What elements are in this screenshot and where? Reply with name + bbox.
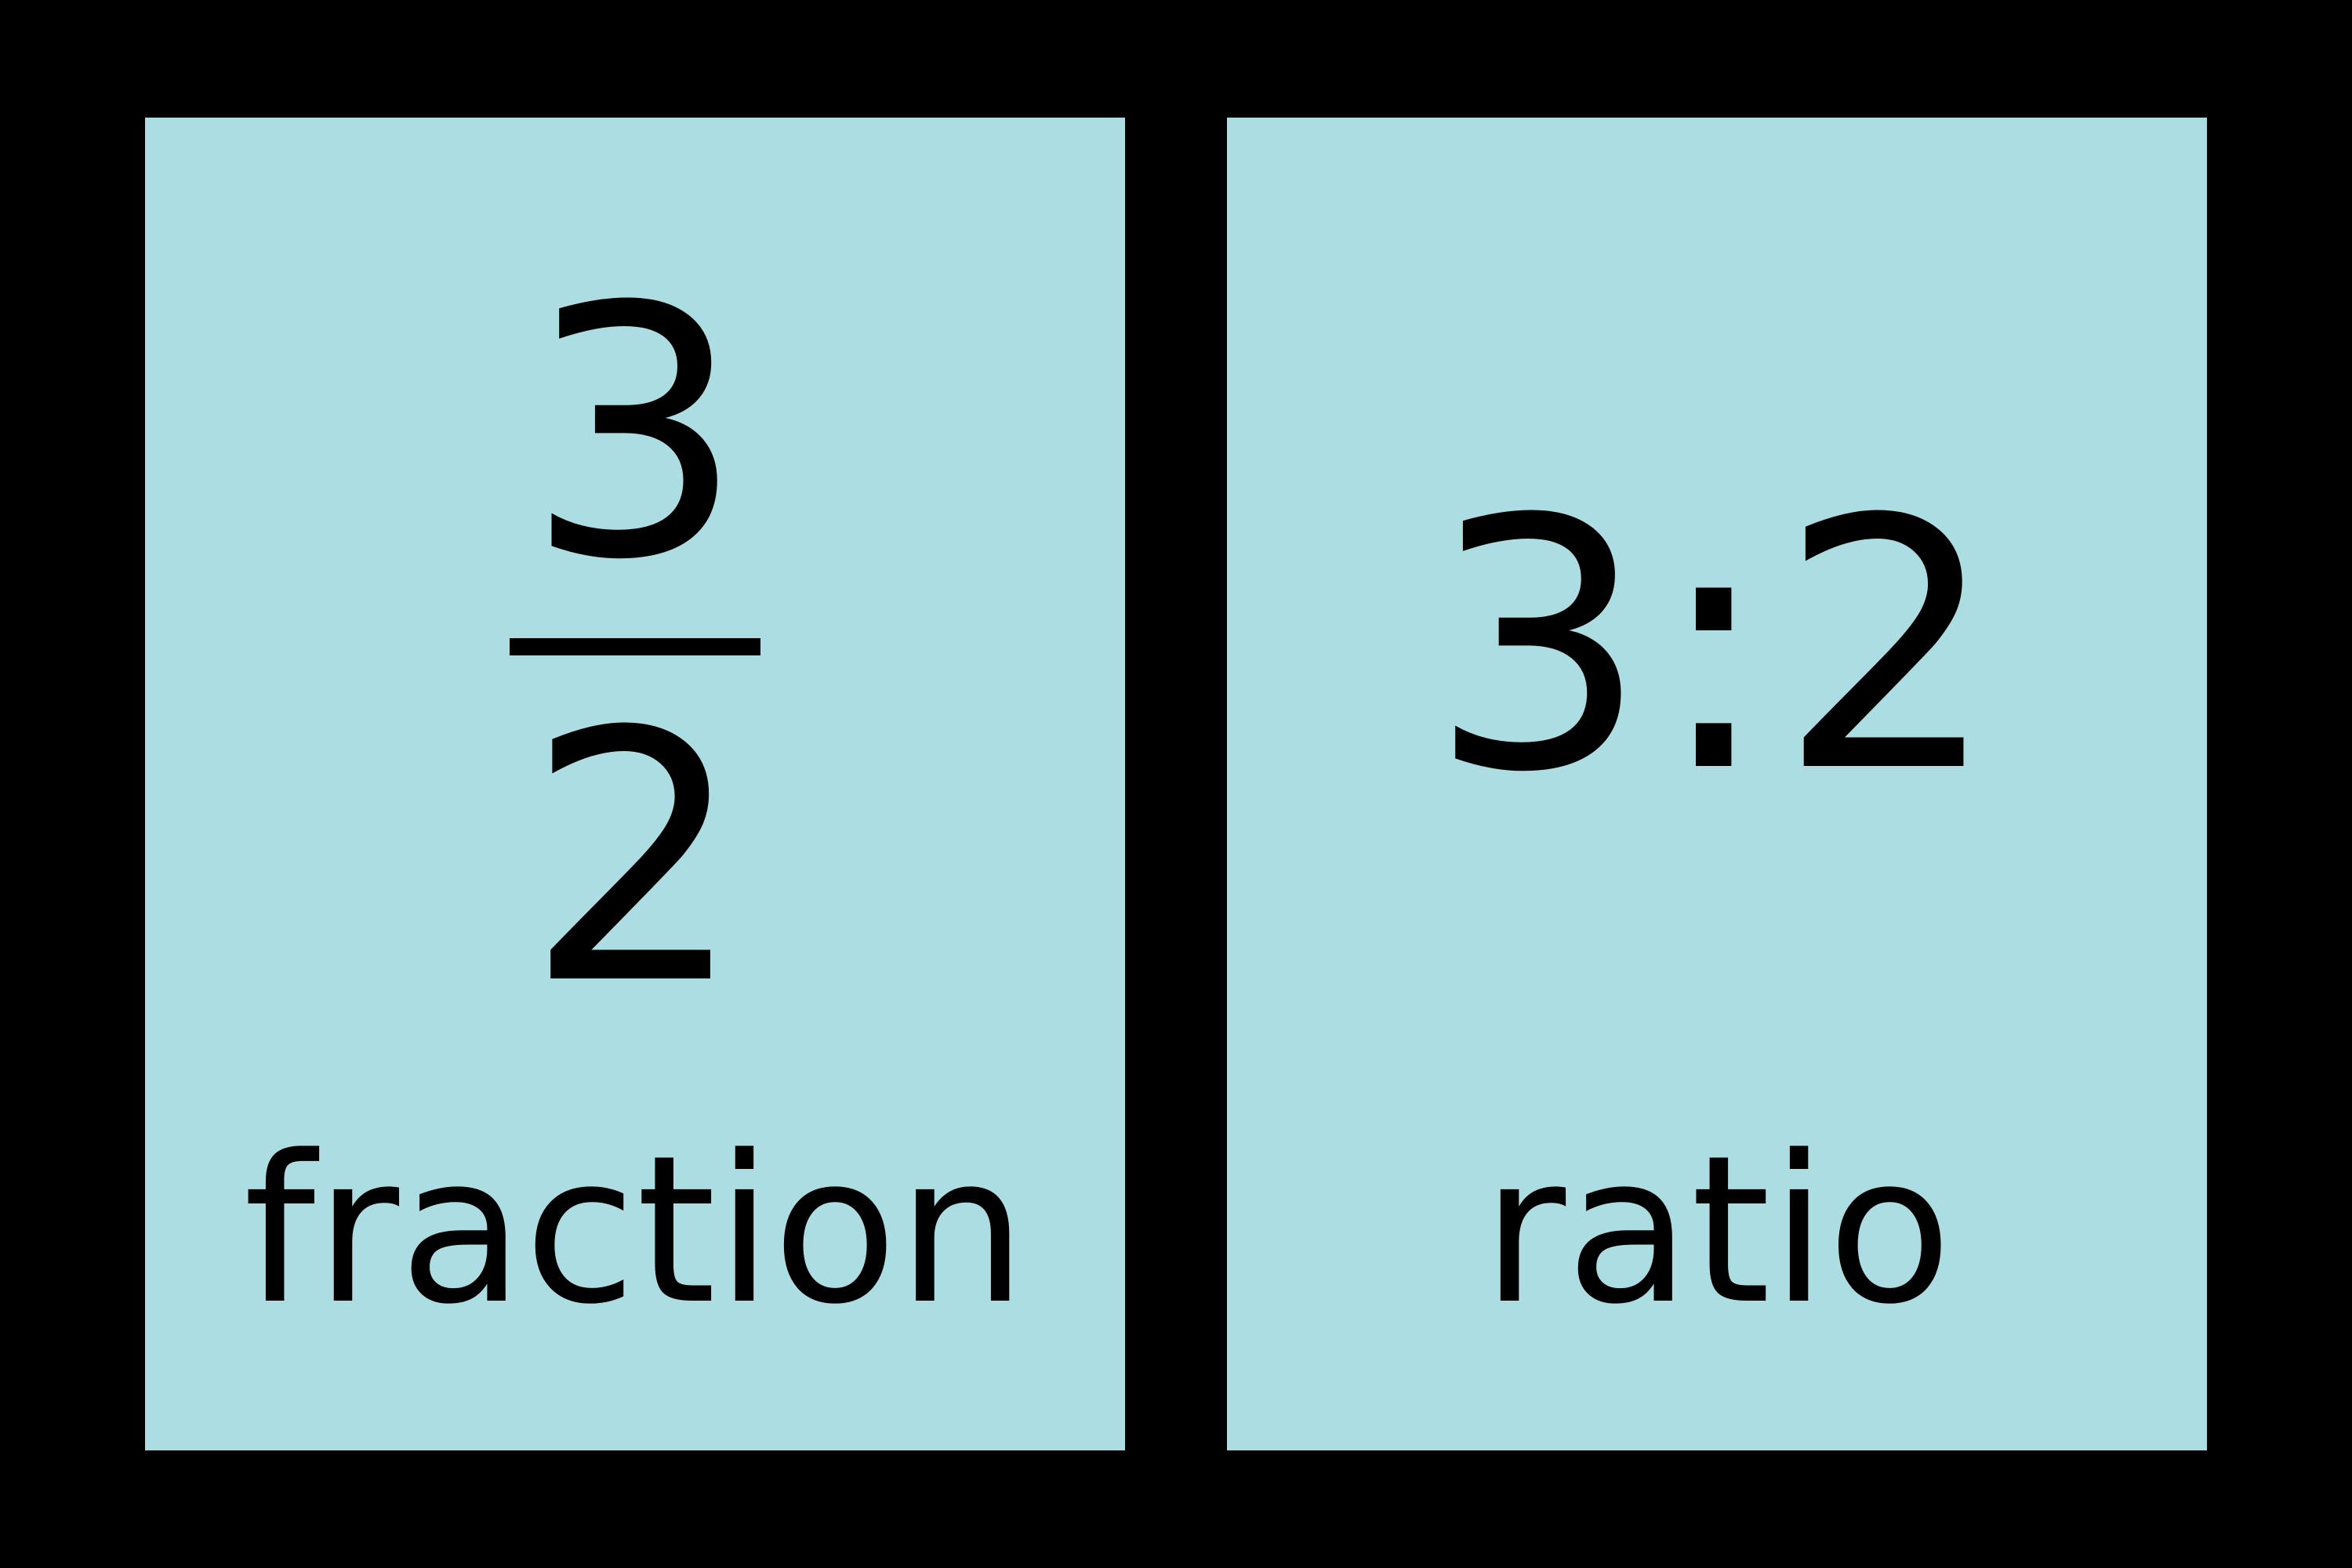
panel-fraction: 3 2 fraction <box>145 118 1125 1450</box>
panel-ratio: 3:2 ratio <box>1227 118 2207 1450</box>
fraction-display: 3 2 <box>510 262 760 1032</box>
fraction-content: 3 2 <box>145 118 1125 1129</box>
ratio-content: 3:2 <box>1227 118 2207 1129</box>
ratio-display: 3:2 <box>1429 474 2005 819</box>
fraction-label: fraction <box>244 1129 1027 1450</box>
fraction-denominator: 2 <box>525 687 745 1032</box>
fraction-numerator: 3 <box>525 262 745 607</box>
fraction-bar <box>510 638 760 655</box>
diagram-frame: 3 2 fraction 3:2 ratio <box>0 0 2352 1568</box>
ratio-label: ratio <box>1482 1129 1951 1450</box>
